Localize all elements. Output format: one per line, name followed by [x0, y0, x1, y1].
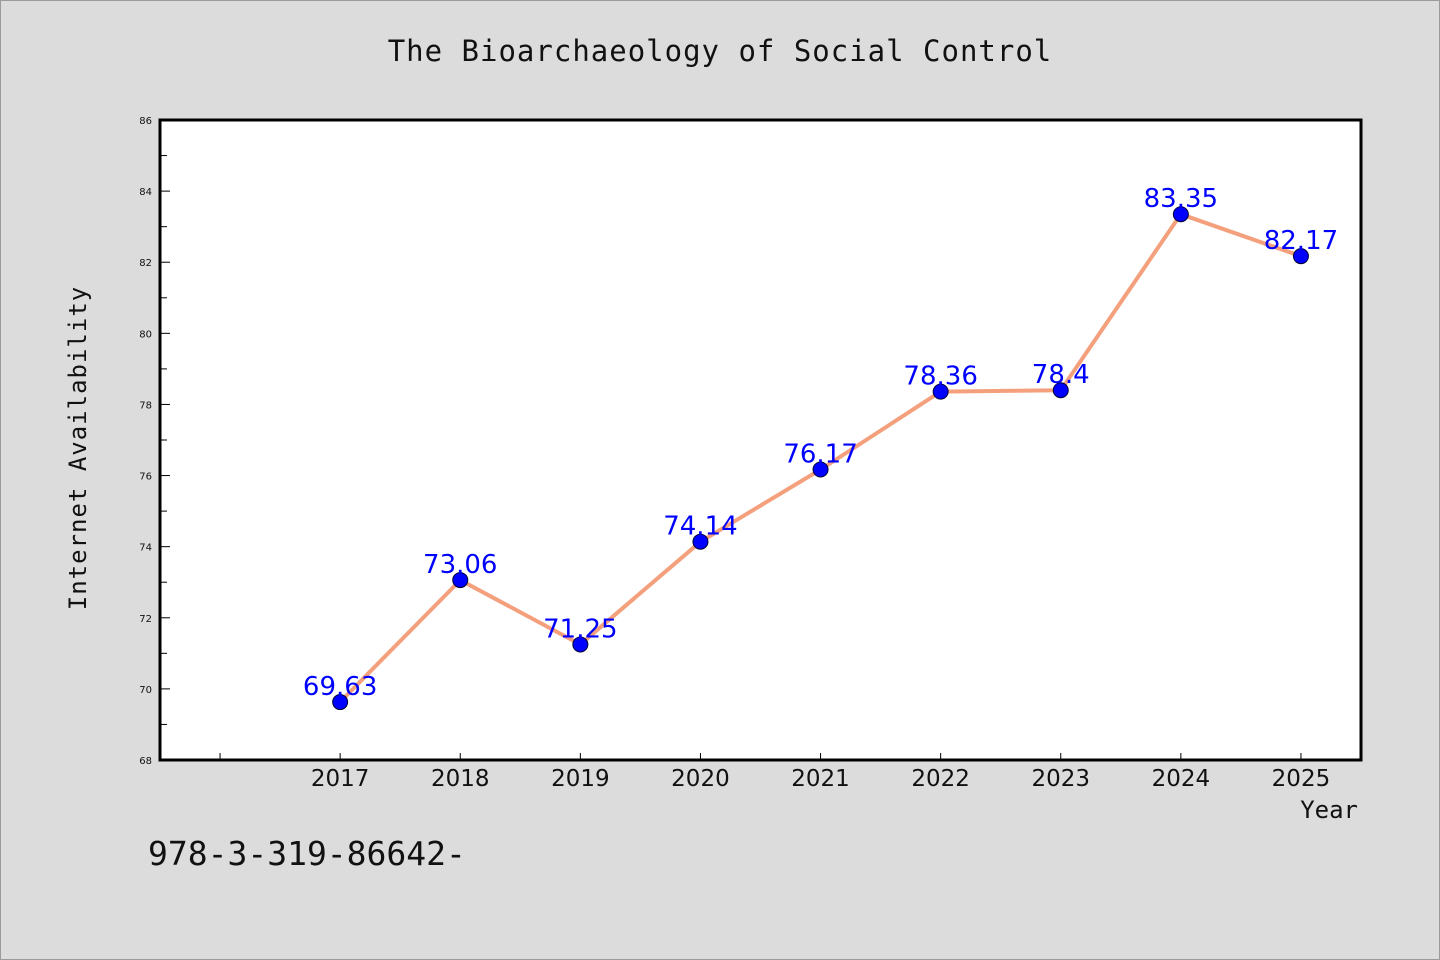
y-tick-label: 68 [139, 756, 152, 767]
y-tick-label: 74 [139, 543, 152, 554]
y-tick-label: 86 [139, 116, 152, 127]
x-tick-label: 2023 [1031, 766, 1090, 792]
plot-border [158, 118, 1363, 762]
x-tick-label: 2019 [551, 766, 610, 792]
plot-area [160, 120, 1361, 760]
data-label: 71.25 [543, 614, 617, 644]
data-labels: 69.63 73.06 71.25 74.14 76.17 78.36 78.4 83.35 8… [303, 184, 1338, 702]
data-point [812, 461, 829, 478]
data-point [1292, 248, 1309, 265]
x-tick-label: 2018 [431, 766, 490, 792]
y-tick-label: 80 [139, 329, 152, 340]
x-tick-label: 2022 [911, 766, 970, 792]
x-axis: 2017 2018 2019 2020 2021 2022 2023 2024 2025 [219, 753, 1331, 792]
data-point [1172, 206, 1189, 223]
y-tick-label: 70 [139, 685, 152, 696]
data-point [332, 694, 349, 711]
y-axis: 68 70 72 74 76 78 80 82 84 86 [139, 116, 170, 767]
x-tick-label: 2021 [791, 766, 850, 792]
y-tick-label: 84 [139, 187, 152, 198]
data-points [332, 206, 1309, 711]
footer-note: 978-3-319-86642- [148, 834, 466, 873]
data-label: 74.14 [663, 512, 737, 542]
data-label: 83.35 [1144, 184, 1218, 214]
x-axis-title: Year [1300, 796, 1358, 824]
data-label: 73.06 [423, 550, 497, 580]
y-tick-label: 78 [139, 400, 152, 411]
y-tick-label: 72 [139, 614, 152, 625]
data-point [1052, 382, 1069, 399]
y-tick-label: 82 [139, 258, 152, 269]
data-point [932, 383, 949, 400]
data-label: 82.17 [1264, 226, 1338, 256]
x-tick-label: 2017 [311, 766, 370, 792]
y-tick-label: 76 [139, 472, 152, 483]
data-label: 78.36 [903, 362, 977, 392]
data-label: 78.4 [1032, 360, 1090, 390]
data-label: 76.17 [783, 440, 857, 470]
data-point [572, 636, 589, 653]
x-tick-label: 2025 [1272, 766, 1331, 792]
chart-title: The Bioarchaeology of Social Control [387, 34, 1053, 68]
data-point [692, 533, 709, 550]
x-tick-label: 2024 [1152, 766, 1211, 792]
data-label: 69.63 [303, 672, 377, 702]
x-tick-label: 2020 [671, 766, 730, 792]
data-point [452, 572, 469, 589]
